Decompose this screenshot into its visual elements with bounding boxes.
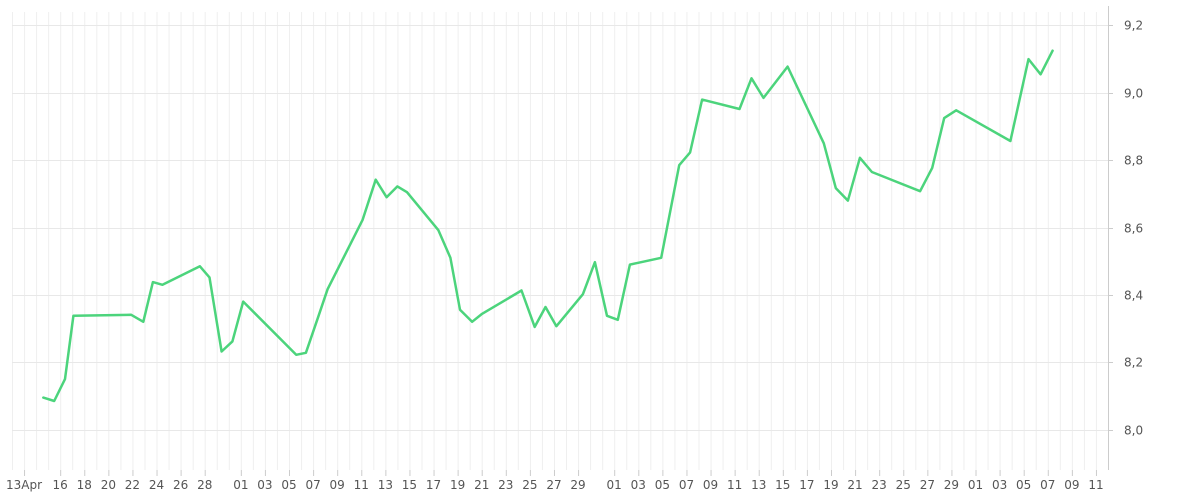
y-tick-label: 8,2: [1124, 356, 1143, 370]
x-tick-label: 01: [607, 478, 622, 492]
x-tick-label: 19: [450, 478, 465, 492]
x-tick-label: 13: [378, 478, 393, 492]
x-tick-label: 05: [281, 478, 296, 492]
x-tick-label: 17: [799, 478, 814, 492]
x-tick-label: 03: [631, 478, 646, 492]
x-tick-label: 18: [77, 478, 92, 492]
x-tick-label: 01: [968, 478, 983, 492]
y-tick-label: 8,0: [1124, 424, 1143, 438]
x-tick-label: 03: [257, 478, 272, 492]
x-tick-label: 21: [474, 478, 489, 492]
y-tick-label: 8,6: [1124, 222, 1143, 236]
series-line: [42, 49, 1054, 403]
axis-layer: 8,0 8,2 8,4 8,6 8,8 9,0 9,2 13Apr 16 18 20 22 24 26 28…: [6, 6, 1143, 492]
x-tick-label: 25: [896, 478, 911, 492]
x-tick-label: 05: [655, 478, 670, 492]
x-tick-label: 26: [173, 478, 188, 492]
x-tick-label: 23: [498, 478, 513, 492]
x-tick-label: 15: [402, 478, 417, 492]
x-tick-label: 07: [679, 478, 694, 492]
series-layer: [42, 49, 1054, 403]
x-tick-label: 07: [1040, 478, 1055, 492]
x-tick-label: 13Apr: [6, 478, 42, 492]
x-tick-label: 24: [149, 478, 164, 492]
grid-layer: [12, 12, 1109, 470]
x-tick-label: 09: [703, 478, 718, 492]
x-tick-label: 27: [920, 478, 935, 492]
x-tick-label: 28: [197, 478, 212, 492]
x-tick-label: 17: [426, 478, 441, 492]
x-tick-label: 29: [944, 478, 959, 492]
x-tick-label: 25: [522, 478, 537, 492]
x-tick-label: 11: [727, 478, 742, 492]
x-tick-label: 07: [305, 478, 320, 492]
x-tick-label: 09: [1064, 478, 1079, 492]
y-tick-label: 8,4: [1124, 289, 1143, 303]
x-tick-label: 22: [125, 478, 140, 492]
x-tick-label: 01: [233, 478, 248, 492]
x-tick-label: 23: [872, 478, 887, 492]
x-tick-label: 15: [775, 478, 790, 492]
y-tick-label: 9,0: [1124, 87, 1143, 101]
x-tick-label: 27: [546, 478, 561, 492]
y-tick-label: 9,2: [1124, 19, 1143, 33]
x-tick-label: 05: [1016, 478, 1031, 492]
y-tick-label: 8,8: [1124, 154, 1143, 168]
x-tick-label: 03: [992, 478, 1007, 492]
x-tick-label: 11: [1088, 478, 1103, 492]
x-tick-label: 20: [101, 478, 116, 492]
x-tick-label: 16: [53, 478, 68, 492]
x-tick-label: 21: [847, 478, 862, 492]
x-tick-label: 19: [823, 478, 838, 492]
x-tick-label: 11: [354, 478, 369, 492]
x-tick-label: 29: [570, 478, 585, 492]
x-tick-label: 13: [751, 478, 766, 492]
x-tick-label: 09: [330, 478, 345, 492]
